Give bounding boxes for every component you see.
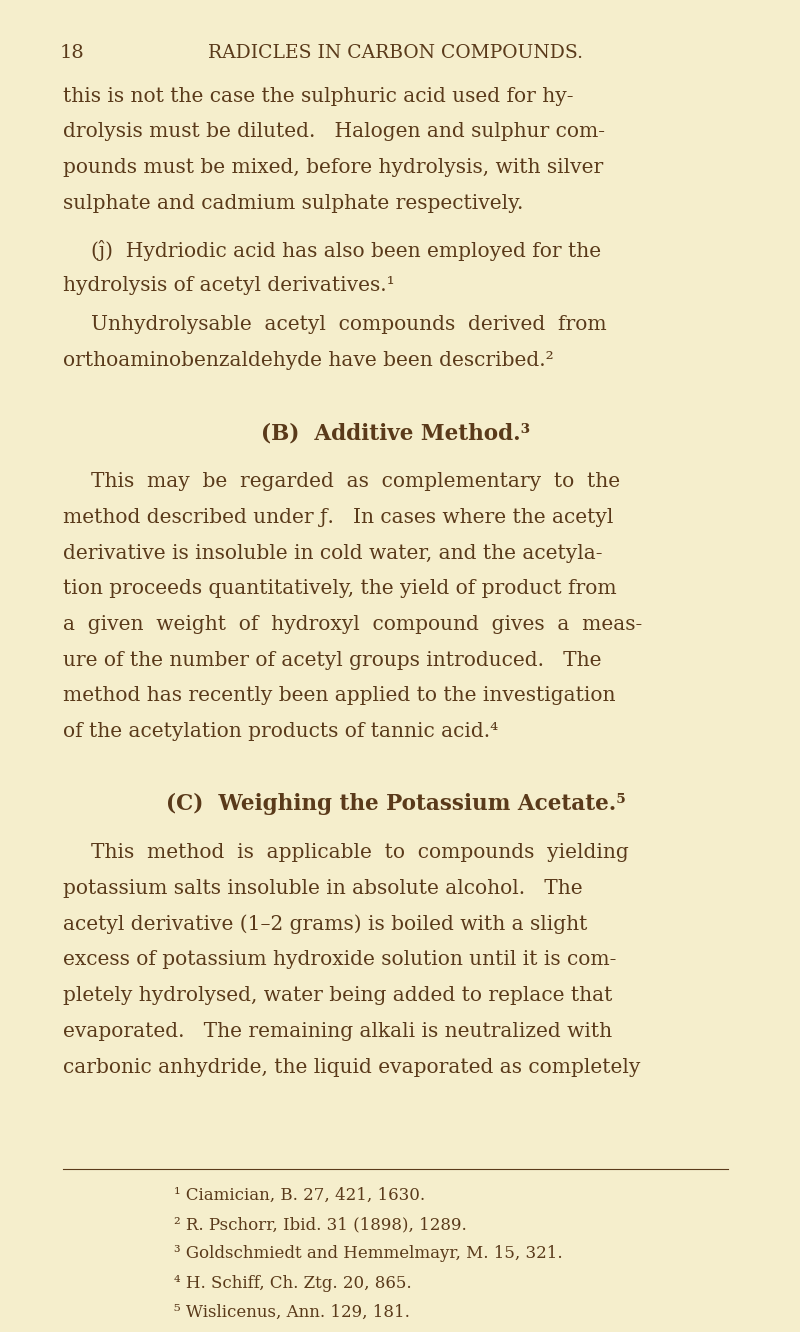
Text: derivative is insoluble in cold water, and the acetyla-: derivative is insoluble in cold water, a…: [63, 543, 602, 562]
Text: This  may  be  regarded  as  complementary  to  the: This may be regarded as complementary to…: [91, 472, 620, 492]
Text: pletely hydrolysed, water being added to replace that: pletely hydrolysed, water being added to…: [63, 986, 613, 1006]
Text: (B)  Additive Method.³: (B) Additive Method.³: [261, 422, 530, 444]
Text: this is not the case the sulphuric acid used for hy-: this is not the case the sulphuric acid …: [63, 87, 574, 105]
Text: acetyl derivative (1–2 grams) is boiled with a slight: acetyl derivative (1–2 grams) is boiled …: [63, 915, 588, 935]
Text: ure of the number of acetyl groups introduced.   The: ure of the number of acetyl groups intro…: [63, 650, 602, 670]
Text: 18: 18: [59, 44, 84, 63]
Text: ⁴ H. Schiff, Ch. Ztg. 20, 865.: ⁴ H. Schiff, Ch. Ztg. 20, 865.: [174, 1275, 412, 1292]
Text: This  method  is  applicable  to  compounds  yielding: This method is applicable to compounds y…: [91, 843, 629, 862]
Text: ⁵ Wislicenus, Ann. 129, 181.: ⁵ Wislicenus, Ann. 129, 181.: [174, 1304, 410, 1321]
Text: drolysis must be diluted.   Halogen and sulphur com-: drolysis must be diluted. Halogen and su…: [63, 123, 606, 141]
Text: ² R. Pschorr, Ibid. 31 (1898), 1289.: ² R. Pschorr, Ibid. 31 (1898), 1289.: [174, 1216, 467, 1233]
Text: carbonic anhydride, the liquid evaporated as completely: carbonic anhydride, the liquid evaporate…: [63, 1058, 641, 1076]
Text: ¹ Ciamician, B. 27, 421, 1630.: ¹ Ciamician, B. 27, 421, 1630.: [174, 1187, 425, 1204]
Text: RADICLES IN CARBON COMPOUNDS.: RADICLES IN CARBON COMPOUNDS.: [208, 44, 583, 63]
Text: method has recently been applied to the investigation: method has recently been applied to the …: [63, 686, 616, 706]
Text: (ĵ)  Hydriodic acid has also been employed for the: (ĵ) Hydriodic acid has also been employe…: [91, 240, 601, 261]
Text: hydrolysis of acetyl derivatives.¹: hydrolysis of acetyl derivatives.¹: [63, 276, 395, 294]
Text: pounds must be mixed, before hydrolysis, with silver: pounds must be mixed, before hydrolysis,…: [63, 159, 603, 177]
Text: Unhydrolysable  acetyl  compounds  derived  from: Unhydrolysable acetyl compounds derived …: [91, 316, 606, 334]
Text: sulphate and cadmium sulphate respectively.: sulphate and cadmium sulphate respective…: [63, 193, 524, 213]
Text: a  given  weight  of  hydroxyl  compound  gives  a  meas-: a given weight of hydroxyl compound give…: [63, 615, 642, 634]
Text: potassium salts insoluble in absolute alcohol.   The: potassium salts insoluble in absolute al…: [63, 879, 583, 898]
Text: excess of potassium hydroxide solution until it is com-: excess of potassium hydroxide solution u…: [63, 951, 617, 970]
Text: method described under ƒ.   In cases where the acetyl: method described under ƒ. In cases where…: [63, 507, 614, 527]
Text: evaporated.   The remaining alkali is neutralized with: evaporated. The remaining alkali is neut…: [63, 1022, 613, 1040]
Text: orthoaminobenzaldehyde have been described.²: orthoaminobenzaldehyde have been describ…: [63, 350, 554, 370]
Text: (C)  Weighing the Potassium Acetate.⁵: (C) Weighing the Potassium Acetate.⁵: [166, 794, 626, 815]
Text: ³ Goldschmiedt and Hemmelmayr, M. 15, 321.: ³ Goldschmiedt and Hemmelmayr, M. 15, 32…: [174, 1245, 562, 1263]
Text: tion proceeds quantitatively, the yield of product from: tion proceeds quantitatively, the yield …: [63, 579, 617, 598]
Text: of the acetylation products of tannic acid.⁴: of the acetylation products of tannic ac…: [63, 722, 498, 741]
